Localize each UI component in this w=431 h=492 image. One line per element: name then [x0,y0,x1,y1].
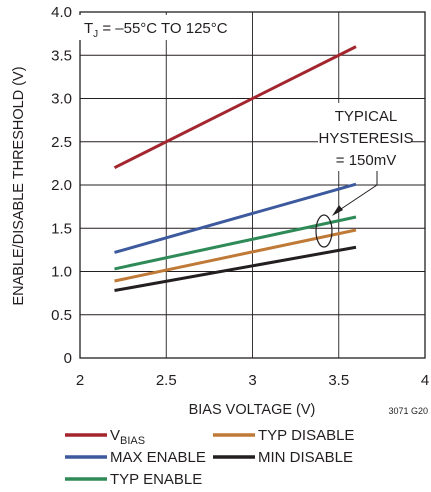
legend-label-2: TYP ENABLE [110,471,202,488]
x-tick-label: 4 [421,372,429,389]
series-line-1 [114,182,357,254]
annotation-line-3: = 150mV [336,152,396,169]
condition-subscript: J [93,29,98,40]
x-tick-label: 3.5 [328,372,349,389]
legend-label-0: VBIAS [110,427,145,447]
legend-label-3: TYP DISABLE [258,427,354,444]
x-tick-labels: 2 2.5 3 3.5 4 [76,372,429,389]
legend-label-main: V [110,427,120,444]
series-line-4 [114,245,357,293]
y-tick-labels: 0 0.5 1.0 1.5 2.0 2.5 3.0 3.5 4.0 [51,4,72,367]
y-tick-label: 3.0 [51,91,72,108]
series-line-2 [114,215,357,271]
y-tick-label: 0.5 [51,307,72,324]
legend-label-main: MAX ENABLE [110,449,206,466]
series-line-3 [114,228,357,283]
y-tick-label: 3.5 [51,47,72,64]
x-tick-label: 3 [248,372,256,389]
annotation-leader [337,171,378,212]
y-axis-title: ENABLE/DISABLE THRESHOLD (V) [11,66,27,305]
y-tick-label: 2.5 [51,134,72,151]
legend-label-subscript: BIAS [120,435,145,447]
series-lines [113,45,357,293]
condition-box [77,15,244,40]
condition-text: = –55°C TO 125°C [98,20,228,37]
legend: VBIAS MAX ENABLE TYP ENABLE TYP DISABLE MIN … [65,427,354,488]
x-tick-label: 2.5 [156,372,177,389]
y-tick-label: 0 [64,350,72,367]
y-tick-label: 1.0 [51,264,72,281]
figure-id: 3071 G20 [388,406,428,416]
legend-label-1: MAX ENABLE [110,449,206,466]
y-tick-label: 1.5 [51,220,72,237]
series-line-0 [113,45,357,170]
annotation-box [318,103,412,171]
condition-prefix: T [84,20,93,37]
legend-label-main: TYP ENABLE [110,471,202,488]
legend-label-main: MIN DISABLE [258,449,353,466]
grid [80,12,425,358]
legend-label-4: MIN DISABLE [258,449,353,466]
y-tick-label: 2.0 [51,177,72,194]
hysteresis-ellipse [315,214,333,248]
legend-label-main: TYP DISABLE [258,427,354,444]
plot-frame [79,11,426,359]
x-axis-title: BIAS VOLTAGE (V) [189,402,316,418]
annotation-line-1: TYPICAL [335,108,398,125]
annotation-arrowhead [332,205,343,216]
annotation-line-2: HYSTERESIS [318,130,413,147]
condition-label: TJ = –55°C TO 125°C [84,20,228,40]
x-tick-label: 2 [76,372,84,389]
y-tick-label: 4.0 [51,4,72,21]
